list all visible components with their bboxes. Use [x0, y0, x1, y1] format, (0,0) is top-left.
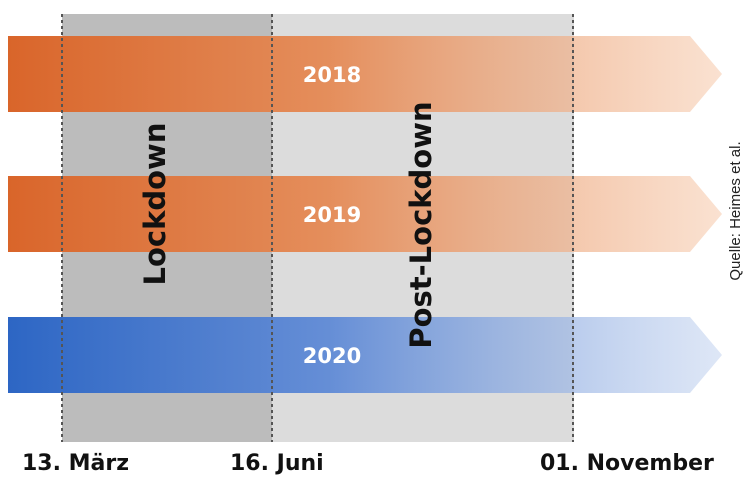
date-label-01-november: 01. November — [540, 451, 714, 476]
year-arrow-2018 — [8, 36, 722, 112]
year-label-2019: 2019 — [303, 203, 361, 227]
year-label-2020: 2020 — [303, 344, 361, 368]
year-label-2018: 2018 — [303, 63, 361, 87]
phase-label-post-lockdown: Post-Lockdown — [404, 101, 438, 348]
date-label-16-juni: 16. Juni — [230, 451, 324, 476]
year-arrow-2020 — [8, 317, 722, 393]
year-arrow-2019 — [8, 176, 722, 252]
source-credit: Quelle: Heimes et al. — [727, 141, 744, 280]
phase-label-lockdown: Lockdown — [138, 123, 172, 286]
date-label-13-maerz: 13. März — [22, 451, 129, 476]
